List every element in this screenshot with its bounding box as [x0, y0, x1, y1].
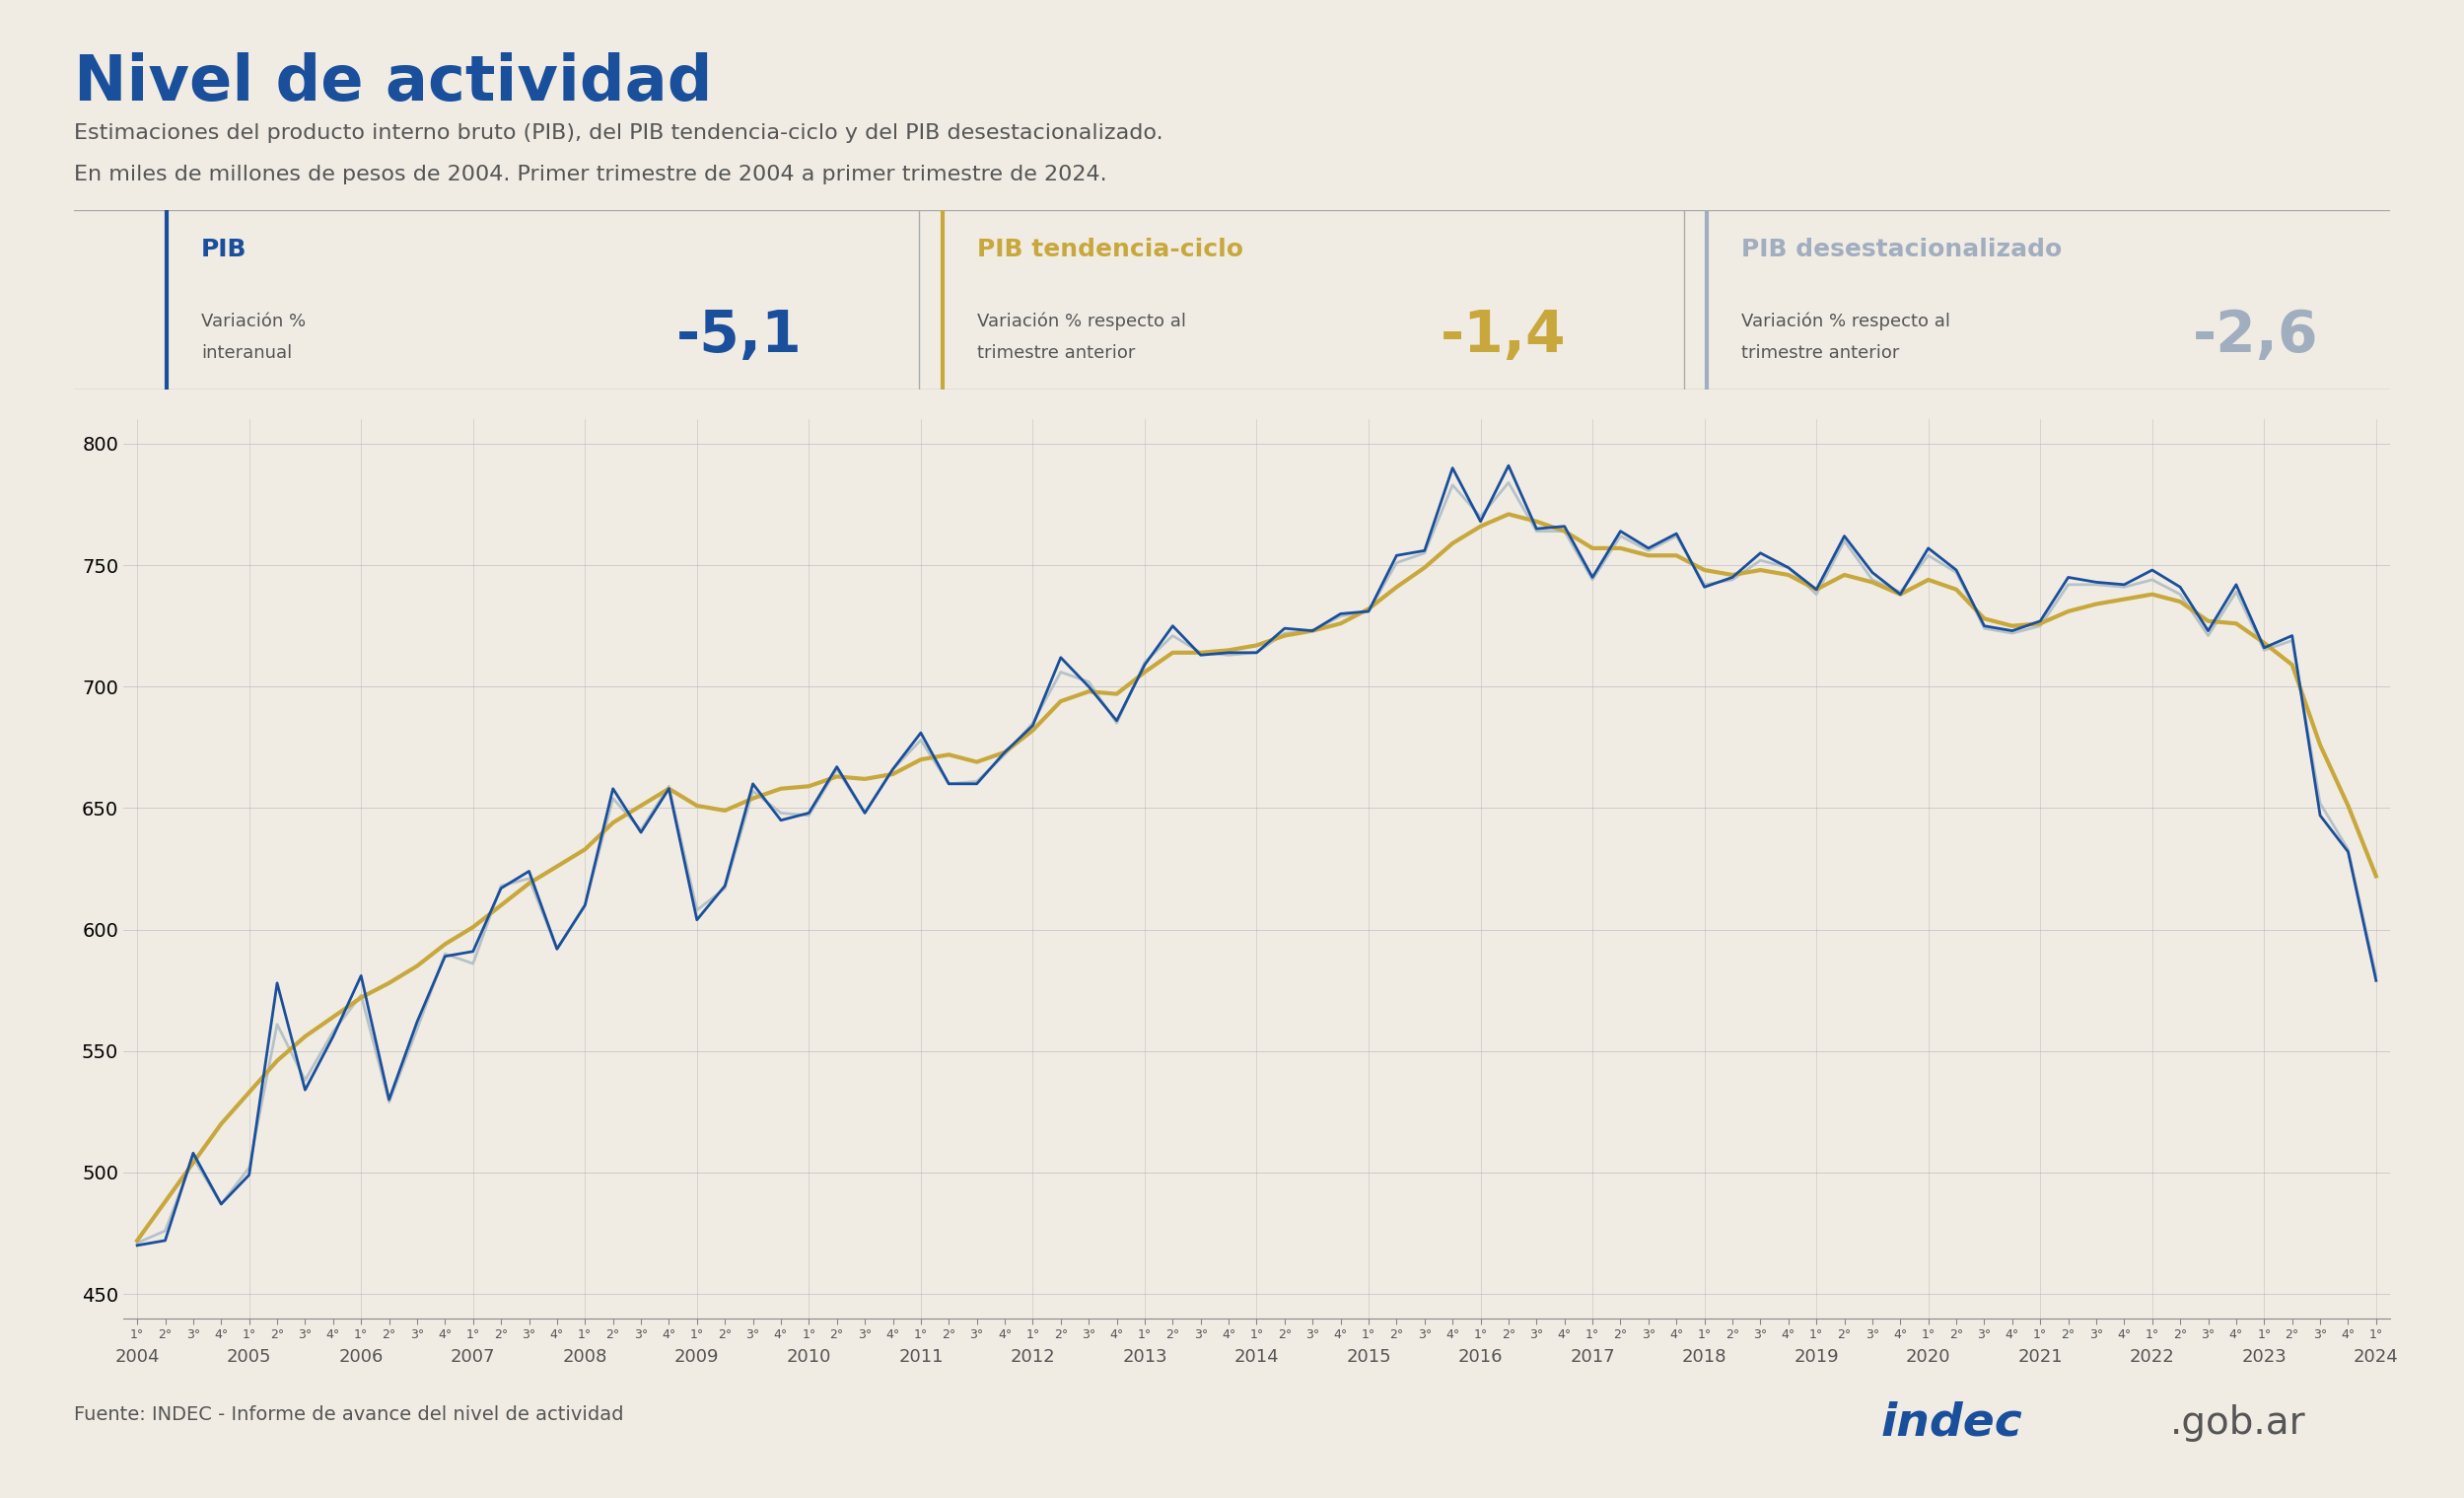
Text: 2007: 2007	[451, 1348, 495, 1366]
Text: 2016: 2016	[1459, 1348, 1503, 1366]
Text: 2004: 2004	[116, 1348, 160, 1366]
Text: Fuente: INDEC - Informe de avance del nivel de actividad: Fuente: INDEC - Informe de avance del ni…	[74, 1405, 623, 1425]
Text: 2012: 2012	[1010, 1348, 1055, 1366]
Text: interanual: interanual	[202, 345, 293, 363]
Text: 2013: 2013	[1121, 1348, 1168, 1366]
Text: .gob.ar: .gob.ar	[2171, 1404, 2306, 1443]
Text: 2022: 2022	[2129, 1348, 2176, 1366]
Text: PIB: PIB	[202, 238, 246, 261]
Text: Variación %: Variación %	[202, 312, 306, 330]
Text: 2019: 2019	[1794, 1348, 1838, 1366]
Text: 2006: 2006	[338, 1348, 384, 1366]
Text: 2009: 2009	[675, 1348, 719, 1366]
Text: PIB tendencia-ciclo: PIB tendencia-ciclo	[978, 238, 1244, 261]
Text: 2024: 2024	[2353, 1348, 2397, 1366]
Text: 2017: 2017	[1570, 1348, 1614, 1366]
Text: 2021: 2021	[2018, 1348, 2062, 1366]
Text: Nivel de actividad: Nivel de actividad	[74, 52, 712, 114]
Text: 2014: 2014	[1234, 1348, 1279, 1366]
Text: -5,1: -5,1	[675, 307, 803, 364]
Text: 2020: 2020	[1905, 1348, 1951, 1366]
Text: trimestre anterior: trimestre anterior	[978, 345, 1136, 363]
Text: 2023: 2023	[2242, 1348, 2287, 1366]
Text: 2005: 2005	[227, 1348, 271, 1366]
Text: 2018: 2018	[1683, 1348, 1727, 1366]
Text: 2008: 2008	[562, 1348, 606, 1366]
Text: Estimaciones del producto interno bruto (PIB), del PIB tendencia-ciclo y del PIB: Estimaciones del producto interno bruto …	[74, 123, 1163, 142]
Text: Variación % respecto al: Variación % respecto al	[978, 312, 1185, 330]
Text: 2011: 2011	[899, 1348, 944, 1366]
Text: Variación % respecto al: Variación % respecto al	[1742, 312, 1951, 330]
Text: En miles de millones de pesos de 2004. Primer trimestre de 2004 a primer trimest: En miles de millones de pesos de 2004. P…	[74, 165, 1106, 184]
Text: indec: indec	[1880, 1401, 2023, 1446]
Text: 2010: 2010	[786, 1348, 830, 1366]
Text: 2015: 2015	[1345, 1348, 1392, 1366]
Text: trimestre anterior: trimestre anterior	[1742, 345, 1900, 363]
Text: PIB desestacionalizado: PIB desestacionalizado	[1742, 238, 2062, 261]
Text: -1,4: -1,4	[1441, 307, 1567, 364]
Text: -2,6: -2,6	[2193, 307, 2319, 364]
